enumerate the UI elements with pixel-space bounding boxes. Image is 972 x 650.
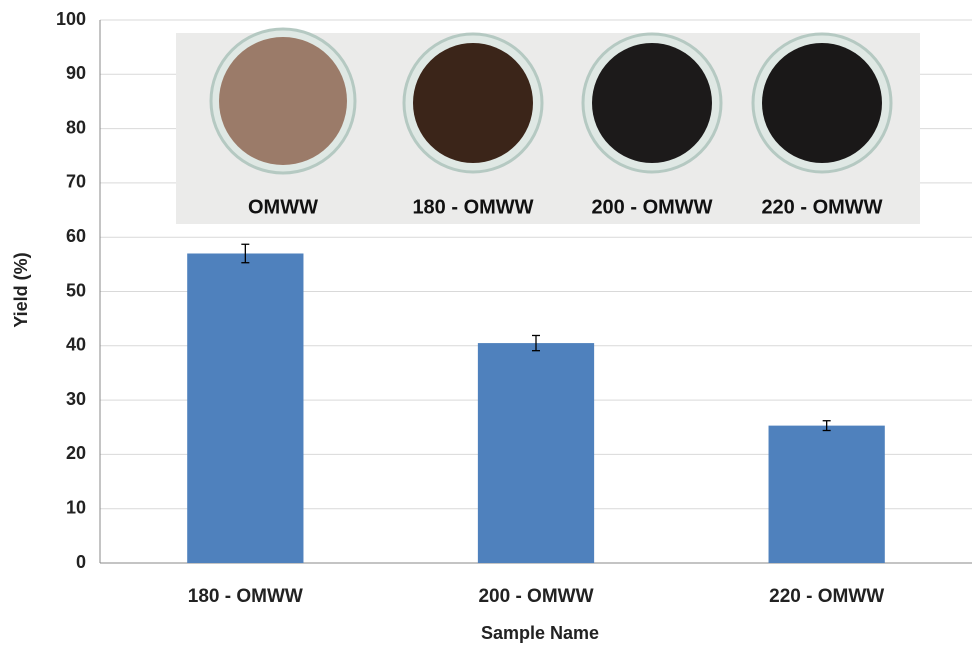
error-bar [532,334,540,352]
y-tick-label: 40 [66,335,86,355]
y-tick-label: 80 [66,117,86,137]
error-bar [241,243,250,264]
y-tick-label: 10 [66,497,86,517]
image-label: 180 - OMWW [412,196,533,218]
y-tick-label: 20 [66,443,86,463]
error-bar [822,420,831,432]
y-tick-label: 70 [66,172,86,192]
y-tick-label: 90 [66,63,86,83]
dish-content [413,43,533,163]
bar [768,425,885,563]
y-tick-label: 30 [66,389,86,409]
y-tick-label: 50 [66,280,86,300]
image-label: 220 - OMWW [761,196,882,218]
dish-content [762,43,882,163]
dish-content [219,37,347,165]
inset-photo [176,27,920,224]
x-tick-label: 180 - OMWW [188,586,303,607]
x-tick-label: 200 - OMWW [478,586,593,607]
dish-content [592,43,712,163]
image-label: OMWW [248,196,318,218]
x-tick-label: 220 - OMWW [769,586,884,607]
bar [477,343,595,563]
y-axis-title: Yield (%) [11,252,31,327]
x-axis-title: Sample Name [481,623,599,643]
y-tick-label: 60 [66,226,86,246]
bar [187,253,304,564]
y-tick-label: 0 [76,552,86,572]
y-tick-label: 100 [56,9,86,29]
image-label: 200 - OMWW [591,196,712,218]
